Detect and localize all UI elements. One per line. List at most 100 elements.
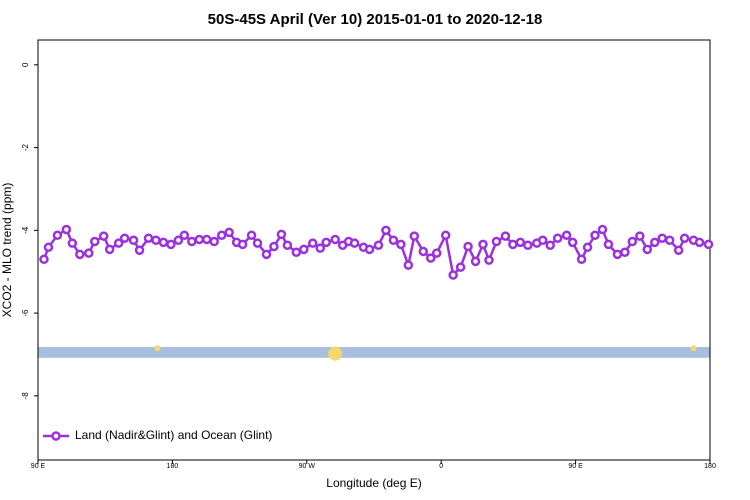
data-point — [104, 244, 115, 255]
data-point — [431, 248, 442, 258]
data-point — [388, 235, 399, 246]
data-point — [269, 241, 279, 252]
y-axis-label: XCO2 - MLO trend (ppm) — [0, 183, 14, 318]
chart-title: 50S-45S April (Ver 10) 2015-01-01 to 202… — [208, 11, 543, 28]
data-point — [603, 239, 614, 250]
data-point — [166, 239, 176, 250]
data-point — [246, 230, 257, 241]
data-point — [635, 231, 645, 241]
y-tick-label: 0 — [21, 62, 30, 67]
data-point — [364, 244, 375, 255]
data-point — [261, 249, 272, 260]
data-point — [276, 229, 287, 240]
data-point — [425, 253, 436, 263]
data-point — [299, 244, 309, 255]
data-point — [597, 224, 608, 235]
data-point — [664, 235, 675, 246]
data-point — [484, 255, 494, 265]
data-point — [224, 227, 234, 238]
data-point — [515, 237, 526, 248]
data-point — [282, 240, 293, 250]
data-point — [694, 237, 705, 248]
data-point — [500, 231, 511, 241]
data-point — [128, 235, 139, 246]
data-point — [620, 247, 630, 258]
x-tick-label: 90 E — [568, 463, 583, 470]
data-point — [173, 235, 184, 246]
data-point — [381, 225, 391, 236]
data-point — [61, 224, 72, 235]
data-point — [582, 242, 593, 253]
x-tick-label: 90 E — [31, 463, 46, 470]
marker — [328, 346, 343, 361]
data-point — [537, 235, 548, 246]
x-axis-label: Longitude (deg E) — [326, 476, 421, 490]
data-point — [151, 235, 161, 246]
data-point — [448, 270, 458, 280]
data-point — [43, 242, 54, 253]
data-point — [576, 254, 587, 265]
data-point — [308, 238, 318, 248]
data-point — [642, 244, 653, 255]
legend-label: Land (Nadir&Glint) and Ocean (Glint) — [75, 428, 272, 442]
marker — [690, 345, 697, 352]
data-point — [561, 230, 572, 241]
data-point — [158, 237, 169, 248]
data-point — [440, 230, 451, 241]
data-point — [649, 237, 660, 248]
data-point — [134, 245, 145, 255]
data-point — [119, 233, 130, 243]
data-point — [321, 237, 331, 248]
data-point — [349, 238, 360, 248]
data-point — [52, 230, 63, 241]
data-point — [179, 230, 190, 241]
data-point — [567, 237, 578, 248]
data-point — [67, 238, 78, 248]
data-point — [463, 241, 473, 252]
data-point — [403, 260, 414, 270]
data-point — [39, 254, 49, 265]
data-point — [98, 231, 109, 241]
data-point — [657, 233, 667, 243]
data-point — [590, 230, 600, 241]
surface-band — [38, 347, 710, 358]
data-point — [679, 233, 690, 243]
data-point — [508, 239, 518, 250]
data-point — [252, 238, 263, 248]
data-point — [703, 239, 714, 250]
data-point — [237, 239, 248, 250]
x-tick-label: 180 — [167, 463, 179, 470]
data-point — [209, 236, 219, 247]
data-point — [84, 248, 94, 258]
data-point — [89, 236, 100, 247]
data-point — [673, 245, 684, 255]
data-point — [455, 262, 466, 272]
data-point — [201, 234, 212, 245]
y-tick-label: -2 — [21, 143, 30, 151]
x-tick-label: 0 — [439, 463, 443, 470]
data-point — [113, 238, 124, 248]
data-point — [478, 239, 488, 250]
plot-frame — [37, 39, 711, 461]
marker — [154, 345, 161, 352]
data-point — [491, 236, 502, 247]
y-tick-label: -4 — [21, 226, 30, 234]
data-point — [545, 240, 555, 250]
data-point — [552, 233, 563, 243]
data-point — [187, 236, 197, 247]
data-point — [291, 247, 302, 258]
data-point — [143, 233, 154, 243]
data-point — [418, 246, 429, 257]
x-tick-label: 90 W — [299, 463, 316, 470]
data-point — [194, 234, 205, 245]
data-point — [396, 239, 406, 250]
data-point — [75, 249, 85, 260]
x-tick-label: 180 — [704, 463, 716, 470]
data-point — [373, 240, 384, 250]
data-point — [627, 236, 638, 247]
data-point — [315, 243, 325, 253]
data-point — [216, 230, 227, 241]
data-point — [612, 249, 623, 260]
